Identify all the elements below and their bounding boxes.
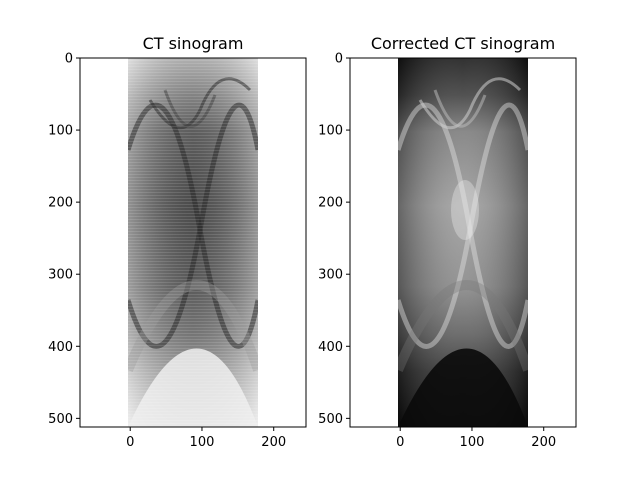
x-tick-label: 100 xyxy=(190,435,215,450)
y-tick-label: 0 xyxy=(65,52,73,67)
y-tick-label: 500 xyxy=(48,412,73,427)
x-tick-label: 200 xyxy=(261,435,286,450)
chart-title: CT sinogram xyxy=(143,34,244,53)
y-tick-label: 100 xyxy=(48,124,73,139)
sinogram-image-corrected xyxy=(398,58,528,427)
y-tick-label: 0 xyxy=(335,52,343,67)
axes-frame xyxy=(79,57,307,428)
x-tick-label: 0 xyxy=(126,435,134,450)
sinogram-image-raw xyxy=(128,58,258,427)
y-tick-label: 200 xyxy=(318,196,343,211)
y-axis: 0 100 200 300 400 500 xyxy=(318,52,350,427)
y-tick-label: 400 xyxy=(318,340,343,355)
y-tick-label: 100 xyxy=(318,124,343,139)
y-tick-label: 400 xyxy=(48,340,73,355)
chart-title: Corrected CT sinogram xyxy=(371,34,555,53)
x-tick-label: 100 xyxy=(460,435,485,450)
x-axis: 0 100 200 xyxy=(396,427,556,450)
x-tick-label: 200 xyxy=(531,435,556,450)
x-tick-label: 0 xyxy=(396,435,404,450)
y-tick-label: 200 xyxy=(48,196,73,211)
x-axis: 0 100 200 xyxy=(126,427,286,450)
y-tick-label: 500 xyxy=(318,412,343,427)
y-axis: 0 100 200 300 400 500 xyxy=(48,52,80,427)
chart-panel-raw: CT sinogram 0 100 200 300 400 500 0 100 200 xyxy=(48,34,307,450)
y-tick-label: 300 xyxy=(48,268,73,283)
y-tick-label: 300 xyxy=(318,268,343,283)
chart-panel-corrected: Corrected CT sinogram 0 100 200 300 400 500 0… xyxy=(318,34,577,450)
axes-frame xyxy=(349,57,577,428)
